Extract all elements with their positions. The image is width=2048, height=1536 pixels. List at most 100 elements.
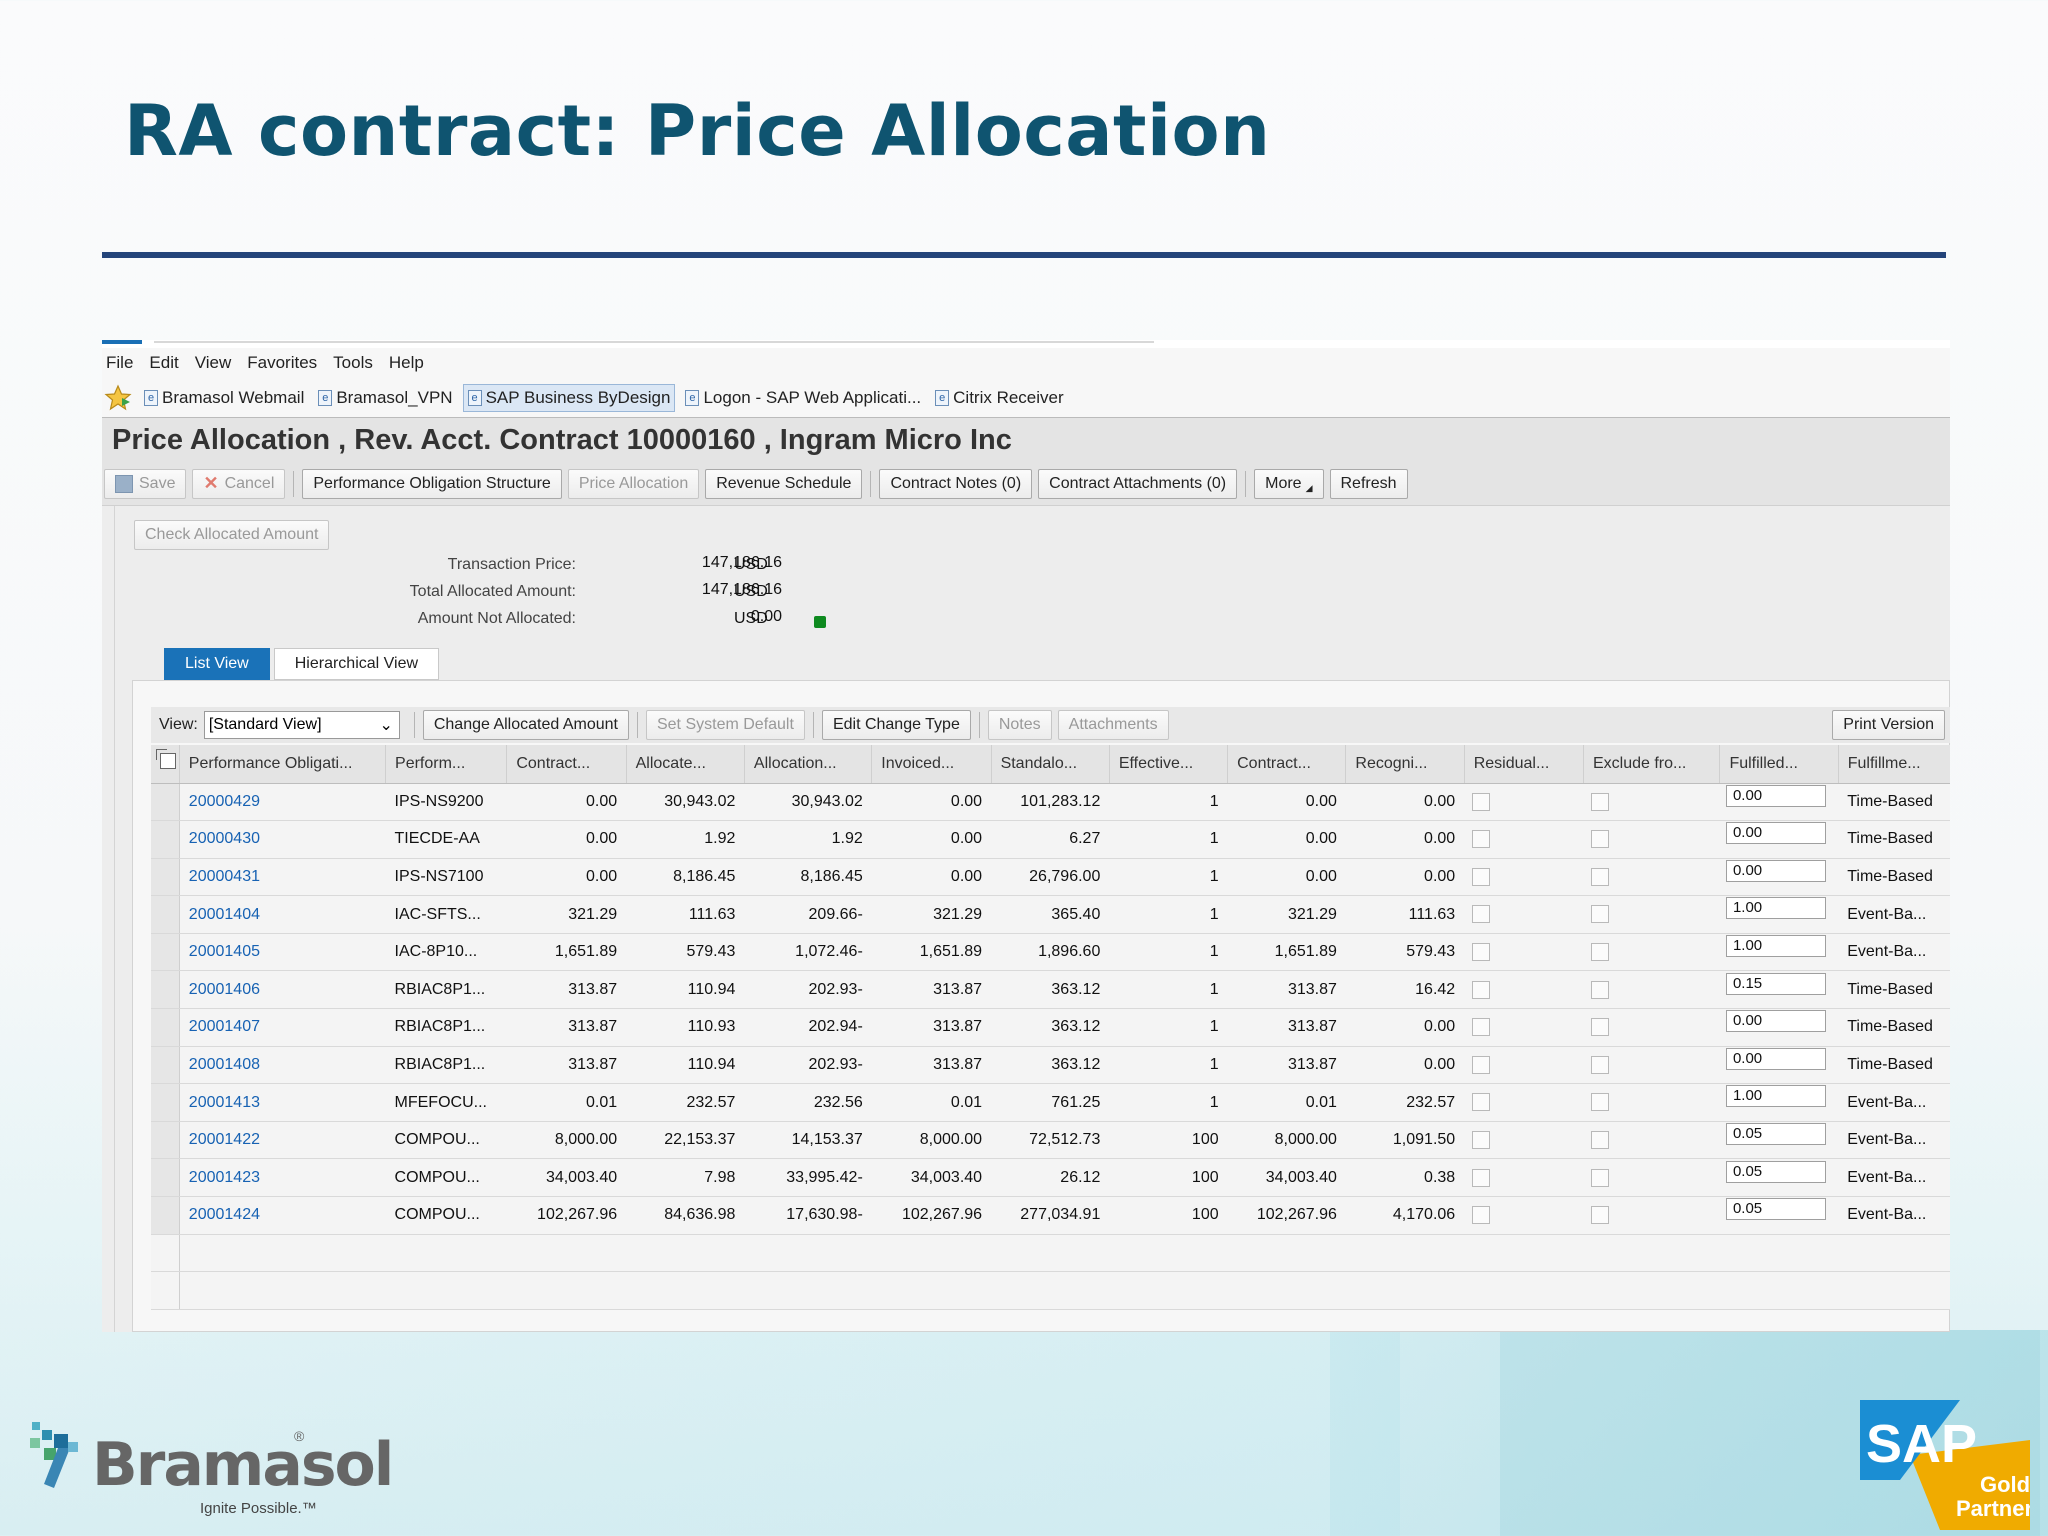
exclude-checkbox[interactable] [1591,1206,1610,1225]
select-all-header[interactable] [151,745,180,784]
exclude-checkbox[interactable] [1591,792,1610,811]
table-row[interactable]: 20001423 COMPOU... 34,003.40 7.98 33,995.42-… [151,1158,1950,1198]
table-row[interactable]: 20001407 RBIAC8P1... 313.87 110.93 202.94- 31… [151,1008,1950,1047]
contract-attachments-button[interactable]: Contract Attachments (0) [1038,468,1238,499]
table-row[interactable]: 20001413 MFEFOCU... 0.01 232.57 232.56 0.01 76… [151,1083,1950,1122]
table-row[interactable]: 20001422 COMPOU... 8,000.00 22,153.37 14,153… [151,1121,1950,1160]
residual-checkbox[interactable] [1472,980,1491,999]
exclude-checkbox[interactable] [1591,980,1610,999]
notes-button[interactable]: Notes [987,710,1052,740]
change-allocated-button[interactable]: Change Allocated Amount [422,710,629,740]
fulfilled-input[interactable]: 0.15 [1725,972,1826,995]
residual-checkbox[interactable] [1472,1168,1491,1187]
obligation-id-link[interactable]: 20000429 [179,783,386,822]
column-header[interactable]: Residual... [1464,745,1584,784]
exclude-checkbox[interactable] [1591,905,1610,924]
obligation-id-link[interactable]: 20000430 [179,820,386,859]
column-header[interactable]: Perform... [385,745,508,784]
refresh-button[interactable]: Refresh [1329,468,1408,499]
fulfilled-input[interactable]: 0.00 [1725,822,1826,845]
favorite-link[interactable]: e Bramasol Webmail [140,385,308,411]
exclude-checkbox[interactable] [1591,867,1610,886]
table-row[interactable]: 20001424 COMPOU... 102,267.96 84,636.98 17,6… [151,1196,1950,1235]
fulfilled-input[interactable]: 1.00 [1725,934,1826,957]
exclude-checkbox[interactable] [1591,1055,1610,1074]
obligation-id-link[interactable]: 20001404 [179,895,386,934]
favorite-link[interactable]: e Citrix Receiver [931,385,1068,411]
table-row[interactable]: 20001405 IAC-8P10... 1,651.89 579.43 1,072.4… [151,933,1950,972]
edit-change-type-button[interactable]: Edit Change Type [821,710,971,740]
row-selector[interactable] [151,1008,180,1047]
obligation-id-link[interactable]: 20001423 [179,1158,386,1198]
cancel-button[interactable]: ✕ Cancel [192,468,286,499]
exclude-checkbox[interactable] [1591,830,1610,849]
row-selector[interactable] [151,933,180,972]
favorite-link-active[interactable]: e SAP Business ByDesign [462,383,676,412]
column-header[interactable]: Performance Obligati... [179,745,387,784]
row-selector[interactable] [151,1083,180,1122]
exclude-checkbox[interactable] [1591,1131,1610,1150]
obligation-id-link[interactable]: 20000431 [179,858,386,897]
row-selector[interactable] [151,970,180,1010]
column-header[interactable]: Invoiced... [871,745,992,784]
residual-checkbox[interactable] [1472,1055,1491,1074]
column-header[interactable]: Effective... [1109,745,1229,784]
obligation-id-link[interactable]: 20001424 [179,1196,386,1235]
row-selector[interactable] [151,783,180,822]
column-header[interactable]: Standalo... [991,745,1110,784]
residual-checkbox[interactable] [1472,905,1491,924]
menu-file[interactable]: File [106,353,134,372]
fulfilled-input[interactable]: 0.05 [1725,1198,1826,1221]
residual-checkbox[interactable] [1472,1018,1491,1037]
obligation-id-link[interactable]: 20001422 [179,1121,386,1160]
contract-notes-button[interactable]: Contract Notes (0) [879,468,1033,499]
row-selector[interactable] [151,1158,180,1198]
tab-list-view[interactable]: List View [164,648,270,680]
exclude-checkbox[interactable] [1591,943,1610,962]
residual-checkbox[interactable] [1472,1131,1491,1150]
obligation-id-link[interactable]: 20001405 [179,933,386,972]
fulfilled-input[interactable]: 0.05 [1725,1160,1826,1183]
menu-help[interactable]: Help [388,353,424,372]
row-selector[interactable] [151,1046,180,1085]
table-row[interactable]: 20001408 RBIAC8P1... 313.87 110.94 202.93- 31… [151,1046,1950,1085]
menu-tools[interactable]: Tools [333,353,373,372]
exclude-checkbox[interactable] [1591,1168,1610,1187]
table-row[interactable]: 20000431 IPS-NS7100 0.00 8,186.45 8,186.45 0.… [151,858,1950,897]
fulfilled-input[interactable]: 1.00 [1725,1085,1826,1108]
column-header[interactable]: Exclude fro... [1583,745,1721,784]
residual-checkbox[interactable] [1472,1093,1491,1112]
obligation-id-link[interactable]: 20001408 [179,1046,386,1085]
column-header[interactable]: Contract... [506,745,627,784]
attachments-button[interactable]: Attachments [1057,710,1169,740]
table-row[interactable]: 20001404 IAC-SFTS... 321.29 111.63 209.66- 32… [151,895,1950,934]
row-selector[interactable] [151,895,180,934]
table-row[interactable]: 20000429 IPS-NS9200 0.00 30,943.02 30,943.02… [151,783,1950,822]
column-header[interactable]: Recogni... [1345,745,1465,784]
column-header[interactable]: Fulfillme... [1838,745,1950,784]
obligation-id-link[interactable]: 20001413 [179,1083,386,1122]
fulfilled-input[interactable]: 0.00 [1725,784,1826,807]
table-row[interactable]: 20000430 TIECDE-AA 0.00 1.92 1.92 0.00 6.27 1 0.… [151,820,1950,859]
obligation-id-link[interactable]: 20001407 [179,1008,386,1047]
print-version-button[interactable]: Print Version [1832,710,1945,740]
residual-checkbox[interactable] [1472,1206,1491,1225]
row-selector[interactable] [151,1196,180,1235]
fulfilled-input[interactable]: 0.05 [1725,1122,1826,1145]
fulfilled-input[interactable]: 0.00 [1725,859,1826,882]
residual-checkbox[interactable] [1472,792,1491,811]
column-header[interactable]: Allocation... [744,745,873,784]
menu-view[interactable]: View [194,353,232,372]
residual-checkbox[interactable] [1472,867,1491,886]
set-default-button[interactable]: Set System Default [645,710,805,740]
view-select[interactable]: [Standard View] ⌄ [203,711,400,739]
fulfilled-input[interactable]: 0.00 [1725,1010,1826,1033]
column-header[interactable]: Fulfilled... [1719,745,1839,784]
price-allocation-button[interactable]: Price Allocation [567,468,700,499]
column-header[interactable]: Allocate... [626,745,745,784]
exclude-checkbox[interactable] [1591,1093,1610,1112]
obligation-id-link[interactable]: 20001406 [179,970,386,1010]
menu-edit[interactable]: Edit [149,353,179,372]
menu-favorites[interactable]: Favorites [247,353,318,372]
favorite-link[interactable]: e Logon - SAP Web Applicati... [681,385,925,411]
